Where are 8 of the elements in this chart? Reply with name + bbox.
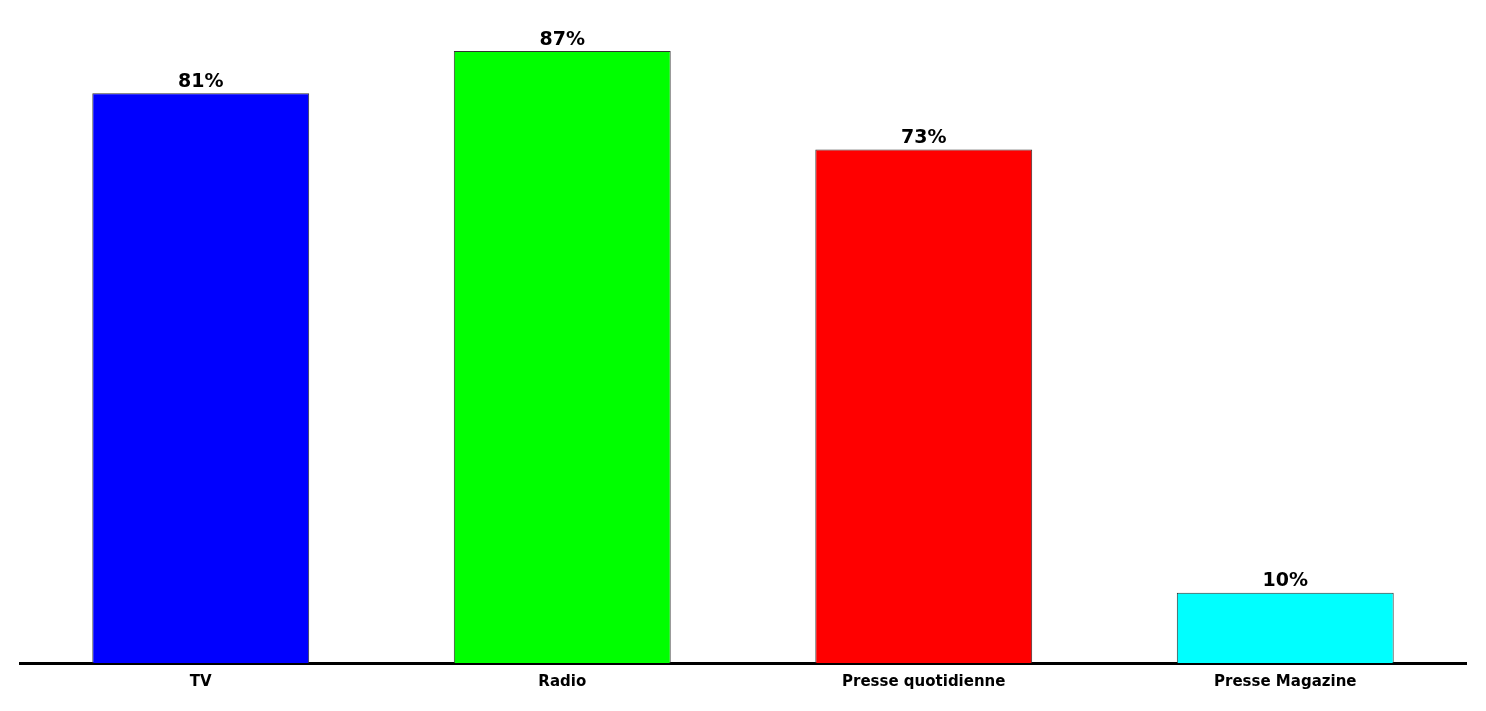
x-tick-label: Radio [538, 671, 587, 690]
data-label: 10% [1262, 568, 1308, 591]
data-label: 73% [901, 125, 947, 147]
data-label: 87% [539, 26, 585, 49]
x-tick-label: Presse Magazine [1214, 671, 1357, 690]
data-label: 81% [178, 68, 224, 91]
x-tick-label: Presse quotidienne [842, 671, 1006, 690]
x-tick-label: TV [189, 671, 213, 690]
